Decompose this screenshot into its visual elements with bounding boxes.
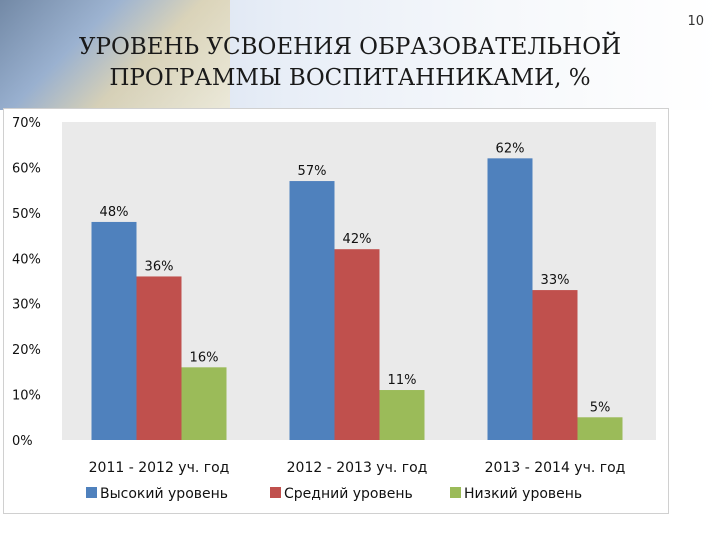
data-label: 33% xyxy=(541,273,570,288)
data-label: 57% xyxy=(298,164,327,179)
y-tick-label: 40% xyxy=(12,252,41,267)
category-label: 2011 - 2012 уч. год xyxy=(89,460,230,476)
category-label: 2012 - 2013 уч. год xyxy=(287,460,428,476)
data-label: 42% xyxy=(343,232,372,247)
legend-swatch xyxy=(270,487,281,498)
legend-swatch xyxy=(86,487,97,498)
data-label: 48% xyxy=(100,205,129,220)
y-tick-label: 50% xyxy=(12,207,41,222)
bar xyxy=(334,249,380,440)
slide-number: 10 xyxy=(687,14,704,29)
category-label: 2013 - 2014 уч. год xyxy=(485,460,626,476)
y-tick-label: 10% xyxy=(12,389,41,404)
legend-swatch xyxy=(450,487,461,498)
y-tick-label: 20% xyxy=(12,343,41,358)
bar xyxy=(181,367,227,440)
legend-label: Низкий уровень xyxy=(464,486,582,502)
data-label: 11% xyxy=(388,373,417,388)
bar xyxy=(289,181,335,441)
data-label: 16% xyxy=(190,350,219,365)
header-photo xyxy=(0,0,230,110)
data-label: 36% xyxy=(145,259,174,274)
y-tick-label: 30% xyxy=(12,298,41,313)
y-tick-label: 0% xyxy=(12,434,33,449)
bar xyxy=(487,158,533,441)
y-tick-label: 60% xyxy=(12,161,41,176)
legend-label: Средний уровень xyxy=(284,486,413,502)
bar xyxy=(379,390,425,440)
data-label: 62% xyxy=(496,141,525,156)
bar xyxy=(136,276,182,440)
bar xyxy=(91,221,137,440)
slide-title: УРОВЕНЬ УСВОЕНИЯ ОБРАЗОВАТЕЛЬНОЙ ПРОГРАМ… xyxy=(78,34,622,91)
data-label: 5% xyxy=(590,400,611,415)
legend-label: Высокий уровень xyxy=(100,486,228,502)
bar xyxy=(532,290,578,440)
bar xyxy=(577,417,623,440)
y-tick-label: 70% xyxy=(12,116,41,131)
